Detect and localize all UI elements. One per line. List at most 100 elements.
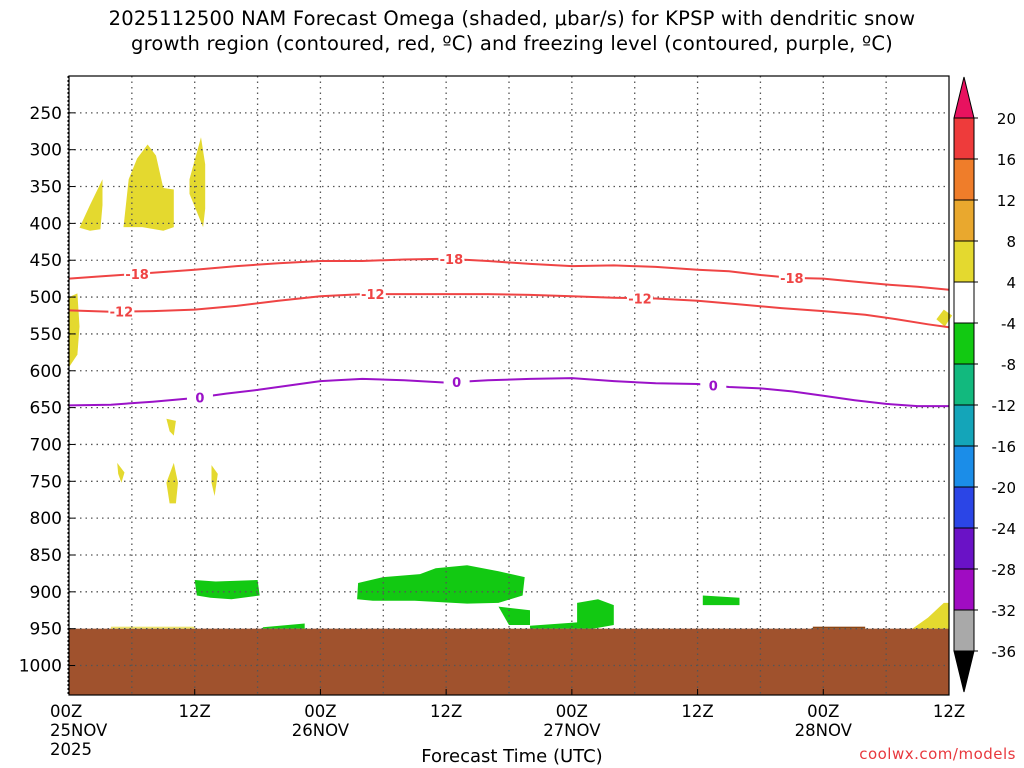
- colorbar-bin-12: [953, 568, 975, 611]
- y-axis: 250 300 350 400 450 500 550 600 650 700 750 800 850 9…: [19, 104, 75, 677]
- x-tick-label-84-1: 12Z: [933, 702, 965, 721]
- x-tick-label-72-1: 00Z: [807, 702, 839, 721]
- colorbar-bin-4: [953, 240, 975, 283]
- colorbar-label-3: 12: [997, 192, 1016, 210]
- terrain-edge-shading: [110, 626, 195, 629]
- contour-label-bg: [438, 252, 465, 267]
- x-axis-title: Forecast Time (UTC): [421, 746, 603, 767]
- contour-label-bg: [778, 270, 805, 285]
- contour-label-3-3: 0: [709, 380, 718, 395]
- colorbar-bin-6: [953, 322, 975, 365]
- grid-lines: [69, 76, 949, 695]
- x-tick-label-0-2: 25NOV: [50, 721, 108, 740]
- omega-region-14: [498, 606, 530, 625]
- colorbar-bin-9: [953, 445, 975, 488]
- colorbar-bin-11: [953, 527, 975, 570]
- y-tick-label-650: 650: [30, 399, 62, 419]
- omega-region-3: [189, 137, 206, 228]
- plot-frame: [67, 75, 950, 696]
- x-tick-label-36-1: 12Z: [430, 702, 462, 721]
- colorbar-label-2: 16: [997, 151, 1016, 169]
- omega-region-17: [702, 595, 740, 606]
- y-tick-label-600: 600: [30, 362, 62, 382]
- colorbar-bin-13: [953, 609, 975, 652]
- contour-label-bg: [700, 378, 727, 393]
- contour-label-bg: [124, 266, 151, 281]
- colorbar-label-14: -36: [992, 643, 1017, 661]
- contours: -18 -18 -18 -12 -12 -12 0 0 0: [68, 252, 950, 408]
- colorbar-bottom-arrow: [953, 650, 975, 693]
- omega-region-9: [936, 309, 953, 327]
- omega-region-11: [194, 580, 260, 600]
- y-tick-label-800: 800: [30, 509, 62, 529]
- colorbar-label-9: -16: [992, 438, 1017, 456]
- contour-label-bg: [359, 287, 386, 302]
- chart-title-line-2: growth region (contoured, red, ºC) and f…: [131, 32, 893, 55]
- y-tick-label-950: 950: [30, 620, 62, 640]
- omega-region-7: [166, 462, 178, 504]
- colorbar-label-11: -24: [992, 520, 1017, 538]
- y-tick-label-900: 900: [30, 583, 62, 603]
- omega-region-10: [912, 602, 949, 629]
- contour-label-bg: [186, 390, 213, 405]
- y-tick-label-250: 250: [30, 104, 62, 124]
- colorbar: 20 16 12 8 4 -4 -8 -12 -16 -20 -24 -28 -32 -36: [953, 76, 1017, 693]
- y-tick-label-550: 550: [30, 325, 62, 345]
- y-tick-label-700: 700: [30, 435, 62, 455]
- colorbar-bin-3: [953, 199, 975, 242]
- omega-region-1: [79, 179, 103, 231]
- contour-line-freezing-3: [68, 377, 949, 408]
- x-tick-label-48-1: 00Z: [556, 702, 588, 721]
- x-tick-label-60-1: 12Z: [681, 702, 713, 721]
- contour-line-dendritic-2: [68, 293, 950, 329]
- colorbar-label-8: -12: [992, 397, 1017, 415]
- watermark-link[interactable]: coolwx.com/models: [859, 745, 1016, 763]
- colorbar-label-13: -32: [992, 602, 1017, 620]
- contour-label-3-1: 0: [195, 391, 204, 406]
- y-tick-label-850: 850: [30, 546, 62, 566]
- x-tick-label-24-2: 26NOV: [292, 721, 350, 740]
- colorbar-label-10: -20: [992, 479, 1017, 497]
- omega-region-5: [166, 418, 176, 436]
- y-tick-label-500: 500: [30, 288, 62, 308]
- colorbar-bin-7: [953, 363, 975, 406]
- contour-label-2-2: -12: [361, 288, 385, 303]
- colorbar-label-6: -4: [1001, 315, 1016, 333]
- y-tick-label-1000: 1000: [19, 657, 62, 677]
- y-tick-label-350: 350: [30, 178, 62, 198]
- colorbar-label-5: 4: [1006, 274, 1016, 292]
- colorbar-bin-10: [953, 486, 975, 529]
- contour-label-bg: [108, 304, 135, 319]
- contour-line-dendritic-1: [68, 257, 950, 291]
- contour-label-1-2: -18: [440, 253, 464, 268]
- y-tick-label-750: 750: [30, 472, 62, 492]
- omega-region-13: [357, 565, 525, 604]
- contour-label-2-3: -12: [628, 292, 652, 307]
- colorbar-bin-5: [953, 281, 975, 324]
- y-tick-label-300: 300: [30, 141, 62, 161]
- colorbar-bin-1: [953, 117, 975, 160]
- colorbar-label-7: -8: [1001, 356, 1016, 374]
- omega-region-8: [211, 465, 218, 496]
- colorbar-bin-8: [953, 404, 975, 447]
- colorbar-label-12: -28: [992, 561, 1017, 579]
- omega-region-12: [262, 623, 305, 629]
- omega-region-2: [123, 144, 174, 231]
- omega-region-6: [117, 462, 125, 483]
- x-tick-label-48-2: 27NOV: [543, 721, 601, 740]
- colorbar-label-4: 8: [1006, 233, 1016, 251]
- x-tick-label-24-1: 00Z: [304, 702, 336, 721]
- chart-title: 2025112500 NAM Forecast Omega (shaded, μ…: [0, 6, 1024, 56]
- contour-label-bg: [443, 374, 470, 389]
- terrain-bump: [812, 626, 866, 629]
- omega-region-4: [69, 293, 80, 368]
- chart-title-line-1: 2025112500 NAM Forecast Omega (shaded, μ…: [108, 7, 916, 30]
- omega-shading: [69, 137, 953, 629]
- colorbar-bin-2: [953, 158, 975, 201]
- x-tick-label-0-3: 2025: [50, 740, 92, 759]
- y-tick-label-400: 400: [30, 214, 62, 234]
- y-tick-label-450: 450: [30, 251, 62, 271]
- colorbar-top-arrow: [953, 76, 975, 119]
